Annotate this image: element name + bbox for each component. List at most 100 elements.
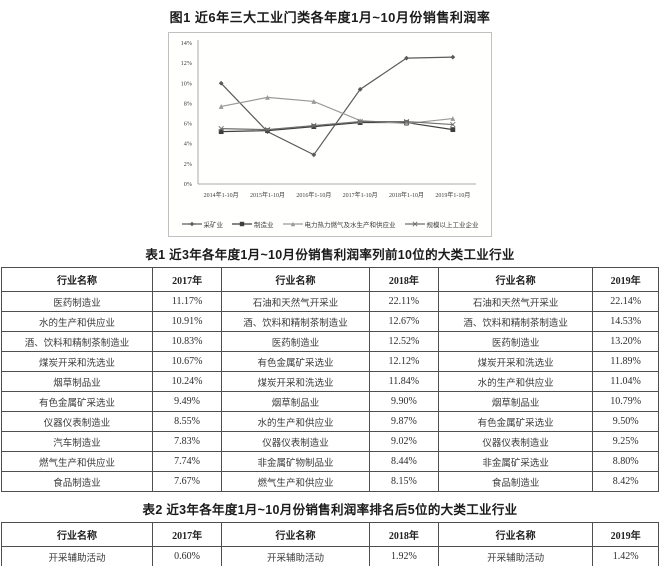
industry-name-cell: 非金属矿采选业: [437, 451, 594, 472]
legend-label: 规模以上工业企业: [426, 222, 479, 229]
industry-name-cell: 水的生产和供应业: [221, 411, 370, 432]
column-header: 行业名称: [221, 267, 370, 292]
legend-item: 采矿业: [181, 219, 223, 229]
profit-rate-cell: 8.80%: [592, 451, 659, 472]
profit-rate-cell: 10.24%: [152, 371, 223, 392]
data-point-marker: [239, 221, 245, 227]
profit-rate-cell: 7.67%: [152, 471, 223, 492]
profit-rate-cell: 1.42%: [592, 546, 659, 566]
series-line: [221, 96, 453, 125]
profit-rate-cell: 0.60%: [152, 546, 223, 566]
data-point-marker: [411, 221, 418, 227]
x-axis-tick-label: 2016年1-10月: [296, 191, 331, 199]
industry-name-cell: 煤炭开采和洗选业: [221, 371, 370, 392]
legend-marker-icon: [404, 221, 425, 227]
y-axis-tick-label: 0%: [184, 181, 192, 188]
y-axis-tick-label: 4%: [184, 141, 192, 148]
profit-rate-cell: 8.44%: [368, 451, 439, 472]
profit-rate-cell: 9.02%: [368, 431, 439, 452]
profit-rate-cell: 11.89%: [592, 351, 659, 372]
line-chart-canvas: 0% 2% 4% 6% 8% 10% 12% 14% 2014年1-10月 2015年1-10月 2…: [181, 40, 476, 199]
y-axis-tick-label: 14%: [181, 40, 192, 47]
data-point-marker: [450, 54, 456, 60]
industry-name-cell: 开采辅助活动: [221, 546, 370, 566]
data-point-marker: [450, 121, 456, 128]
industry-name-cell: 医药制造业: [0, 291, 154, 312]
data-point-marker: [265, 94, 270, 100]
data-point-marker: [357, 118, 363, 125]
profit-rate-cell: 7.83%: [152, 431, 223, 452]
figure1-chart: 0% 2% 4% 6% 8% 10% 12% 14% 2014年1-10月 2015年1-10月 2…: [168, 32, 492, 237]
profit-rate-cell: 13.20%: [592, 331, 659, 352]
x-axis-tick-label: 2018年1-10月: [389, 191, 424, 199]
table-row: 燃气生产和供应业 7.74% 非金属矿物制品业 8.44% 非金属矿采选业 8.80%: [0, 451, 659, 472]
column-header: 行业名称: [437, 267, 594, 292]
profit-rate-cell: 12.12%: [368, 351, 439, 372]
data-point-marker: [403, 118, 410, 125]
profit-rate-cell: 11.17%: [152, 291, 223, 312]
industry-name-cell: 酒、饮料和精制茶制造业: [0, 331, 154, 352]
table-row: 有色金属矿采选业 9.49% 烟草制品业 9.90% 烟草制品业 10.79%: [0, 391, 659, 412]
table1-title: 表1 近3年各年度1月~10月份销售利润率列前10位的大类工业行业: [145, 248, 515, 262]
profit-rate-cell: 9.25%: [592, 431, 659, 452]
column-header: 行业名称: [0, 267, 154, 292]
table-row: 仪器仪表制造业 8.55% 水的生产和供应业 9.87% 有色金属矿采选业 9.50%: [0, 411, 659, 432]
profit-rate-cell: 11.84%: [368, 371, 439, 392]
column-header: 2017年: [152, 522, 223, 547]
profit-rate-cell: 10.91%: [152, 311, 223, 332]
column-header: 行业名称: [0, 522, 154, 547]
profit-rate-cell: 8.42%: [592, 471, 659, 492]
table-row: 酒、饮料和精制茶制造业 10.83% 医药制造业 12.52% 医药制造业 13.20%: [0, 331, 659, 352]
legend-label: 制造业: [254, 222, 274, 229]
profit-rate-cell: 10.79%: [592, 391, 659, 412]
industry-name-cell: 烟草制品业: [221, 391, 370, 412]
industry-name-cell: 仪器仪表制造业: [0, 411, 154, 432]
industry-name-cell: 石油和天然气开采业: [221, 291, 370, 312]
table-row: 医药制造业 11.17% 石油和天然气开采业 22.11% 石油和天然气开采业 22.14…: [0, 291, 659, 312]
series-line: [221, 120, 453, 131]
industry-name-cell: 酒、饮料和精制茶制造业: [221, 311, 370, 332]
industry-name-cell: 开采辅助活动: [437, 546, 594, 566]
profit-rate-cell: 9.50%: [592, 411, 659, 432]
data-point-marker: [311, 99, 317, 104]
chart-legend: 采矿业 制造业 电力热力燃气及水生产和供应业 规模以上工业企业: [170, 214, 490, 234]
data-point-marker: [218, 104, 224, 109]
table-row: 煤炭开采和洗选业 10.67% 有色金属矿采选业 12.12% 煤炭开采和洗选业 11.8…: [0, 351, 659, 372]
profit-rate-cell: 11.04%: [592, 371, 659, 392]
profit-rate-cell: 10.83%: [152, 331, 223, 352]
industry-name-cell: 仪器仪表制造业: [437, 431, 594, 452]
table-row: 食品制造业 7.67% 燃气生产和供应业 8.15% 食品制造业 8.42%: [0, 471, 659, 492]
legend-item: 制造业: [232, 219, 274, 229]
x-axis-tick-label: 2019年1-10月: [435, 191, 470, 199]
x-axis-tick-label: 2014年1-10月: [204, 191, 239, 199]
industry-name-cell: 医药制造业: [221, 331, 370, 352]
figure1-title: 图1 近6年三大工业门类各年度1月~10月份销售利润率: [169, 10, 491, 25]
data-point-marker: [357, 86, 363, 92]
profit-rate-cell: 10.67%: [152, 351, 223, 372]
x-axis-tick-label: 2017年1-10月: [343, 191, 378, 199]
data-point-marker: [265, 128, 270, 134]
data-point-marker: [311, 124, 317, 129]
y-axis-tick-label: 12%: [181, 60, 192, 67]
industry-name-cell: 有色金属矿采选业: [221, 351, 370, 372]
data-point-marker: [404, 121, 409, 126]
data-point-marker: [450, 127, 456, 133]
data-point-marker: [264, 126, 271, 133]
x-axis-tick-label: 2015年1-10月: [250, 191, 285, 199]
data-point-marker: [218, 129, 224, 135]
series-line: [221, 121, 453, 133]
column-header: 行业名称: [437, 522, 594, 547]
data-point-marker: [290, 221, 295, 227]
table-bottom5-industries: 行业名称 2017年 行业名称 2018年 行业名称 2019年 开采辅助活动 0.60% 开采…: [0, 522, 659, 566]
profit-rate-cell: 8.15%: [368, 471, 439, 492]
y-axis-tick-label: 10%: [181, 80, 192, 87]
legend-item: 电力热力燃气及水生产和供应业: [282, 219, 396, 229]
profit-rate-cell: 9.90%: [368, 391, 439, 412]
profit-rate-cell: 22.14%: [592, 291, 659, 312]
profit-rate-cell: 9.87%: [368, 411, 439, 432]
table2-title: 表2 近3年各年度1月~10月份销售利润率排名后5位的大类工业行业: [142, 503, 518, 517]
profit-rate-cell: 12.67%: [368, 311, 439, 332]
legend-item: 规模以上工业企业: [404, 219, 479, 229]
data-point-marker: [218, 125, 224, 132]
